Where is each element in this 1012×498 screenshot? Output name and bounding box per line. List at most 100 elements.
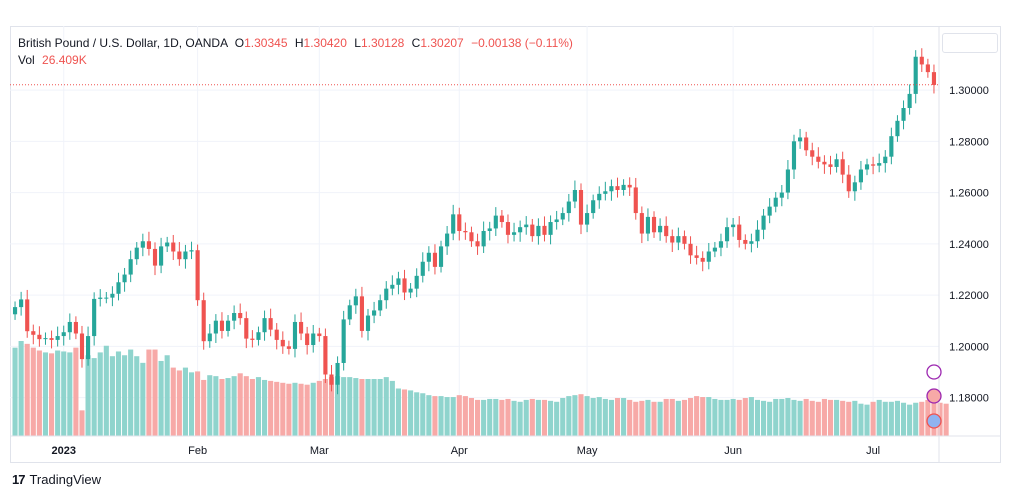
volume-bar (797, 400, 803, 436)
candle-body (560, 213, 565, 220)
flag-badge-icon[interactable] (926, 388, 942, 404)
symbol-title[interactable]: British Pound / U.S. Dollar, 1D, OANDA (18, 36, 228, 50)
volume-bar (408, 390, 414, 436)
volume-bar (511, 400, 517, 436)
candle-body (365, 315, 371, 331)
volume-bar (128, 349, 134, 436)
volume-bar (499, 399, 505, 436)
candle-body (499, 215, 504, 223)
ohlc-row: British Pound / U.S. Dollar, 1D, OANDA O… (18, 35, 573, 52)
candle-body (749, 241, 754, 244)
volume-bar (24, 343, 30, 436)
volume-bar (359, 379, 365, 436)
candle-body (213, 320, 218, 334)
candle-body (919, 56, 924, 65)
candle-body (171, 242, 176, 252)
candle-body (700, 257, 705, 262)
volume-bar (347, 377, 353, 436)
volume-bar (523, 399, 529, 436)
tradingview-logo[interactable]: 17 TradingView (12, 472, 101, 487)
candle-body (408, 288, 413, 293)
volume-bar (742, 398, 748, 436)
volume-bar (462, 396, 468, 436)
price-tick-label: 1.26000 (949, 188, 989, 200)
candle-body (712, 247, 717, 252)
low-value: 1.30128 (360, 36, 405, 50)
volume-label[interactable]: Vol (18, 53, 35, 67)
volume-bar (809, 400, 815, 436)
volume-bar (255, 377, 262, 436)
volume-bar (657, 401, 663, 436)
volume-bar (840, 400, 846, 436)
candle-body (67, 321, 72, 333)
volume-bar (560, 398, 566, 436)
candle-body (219, 320, 225, 331)
candle-body (743, 239, 748, 244)
candle-body (518, 227, 523, 233)
candle-body (98, 297, 103, 299)
candle-body (189, 250, 194, 252)
candle-body (883, 156, 888, 164)
volume-bar (913, 402, 919, 436)
volume-bar (517, 401, 523, 436)
candle-body (268, 318, 273, 330)
volume-bar (773, 398, 779, 436)
candle-body (12, 307, 18, 315)
candle-body (585, 213, 590, 225)
volume-bar (115, 351, 122, 436)
candle-body (159, 246, 164, 266)
news-badge-icon[interactable] (926, 413, 942, 429)
volume-bar (42, 352, 49, 436)
volume-bar (49, 353, 55, 436)
volume-bar (821, 398, 827, 436)
volume-bar (158, 360, 164, 436)
price-scale-box[interactable] (942, 33, 998, 53)
tradingview-logo-icon: 17 (12, 472, 26, 487)
candle-body (493, 215, 498, 229)
volume-bar (328, 377, 335, 436)
candle-body (694, 255, 699, 258)
time-axis[interactable]: 2023 Feb Mar Apr May Jun Jul (51, 445, 880, 457)
volume-bar (876, 399, 882, 436)
volume-bar (164, 355, 170, 436)
volume-bar (371, 379, 377, 436)
candle-body (134, 247, 139, 260)
price-chart[interactable]: 1.18000 1.20000 1.22000 1.24000 1.26000 1.280… (10, 26, 1001, 463)
candle-body (195, 250, 200, 301)
volume-bar (694, 396, 700, 436)
candle-body (274, 329, 279, 340)
alert-badge-icon[interactable] (926, 364, 942, 380)
volume-bar (377, 379, 383, 436)
candle-body (37, 334, 42, 340)
candle-body (207, 333, 212, 342)
candle-body (469, 232, 474, 242)
volume-bars (12, 341, 949, 436)
volume-bar (894, 400, 900, 436)
volume-bar (152, 349, 158, 436)
volume-bar (140, 362, 146, 436)
volume-bar (572, 395, 578, 436)
candle-body (165, 242, 170, 247)
candle-body (511, 232, 517, 235)
volume-bar (541, 399, 548, 436)
candle-body (475, 241, 480, 247)
candle-body (122, 274, 127, 283)
time-tick-label: Feb (188, 445, 207, 457)
volume-bar (633, 401, 639, 436)
candle-body (682, 236, 687, 244)
volume-bar (444, 397, 450, 436)
volume-bar (91, 358, 97, 436)
volume-bar (761, 400, 767, 436)
price-axis[interactable]: 1.18000 1.20000 1.22000 1.24000 1.26000 1.280… (949, 85, 989, 405)
volume-row: Vol 26.409K (18, 52, 573, 69)
candle-body (785, 169, 790, 193)
candle-body (554, 219, 559, 223)
volume-bar (645, 399, 651, 436)
candle-body (578, 190, 584, 225)
volume-bar (590, 398, 596, 436)
volume-bar (529, 398, 535, 436)
candle-body (828, 164, 833, 167)
volume-bar (493, 398, 499, 436)
candle-body (414, 275, 419, 289)
volume-bar (401, 389, 408, 436)
